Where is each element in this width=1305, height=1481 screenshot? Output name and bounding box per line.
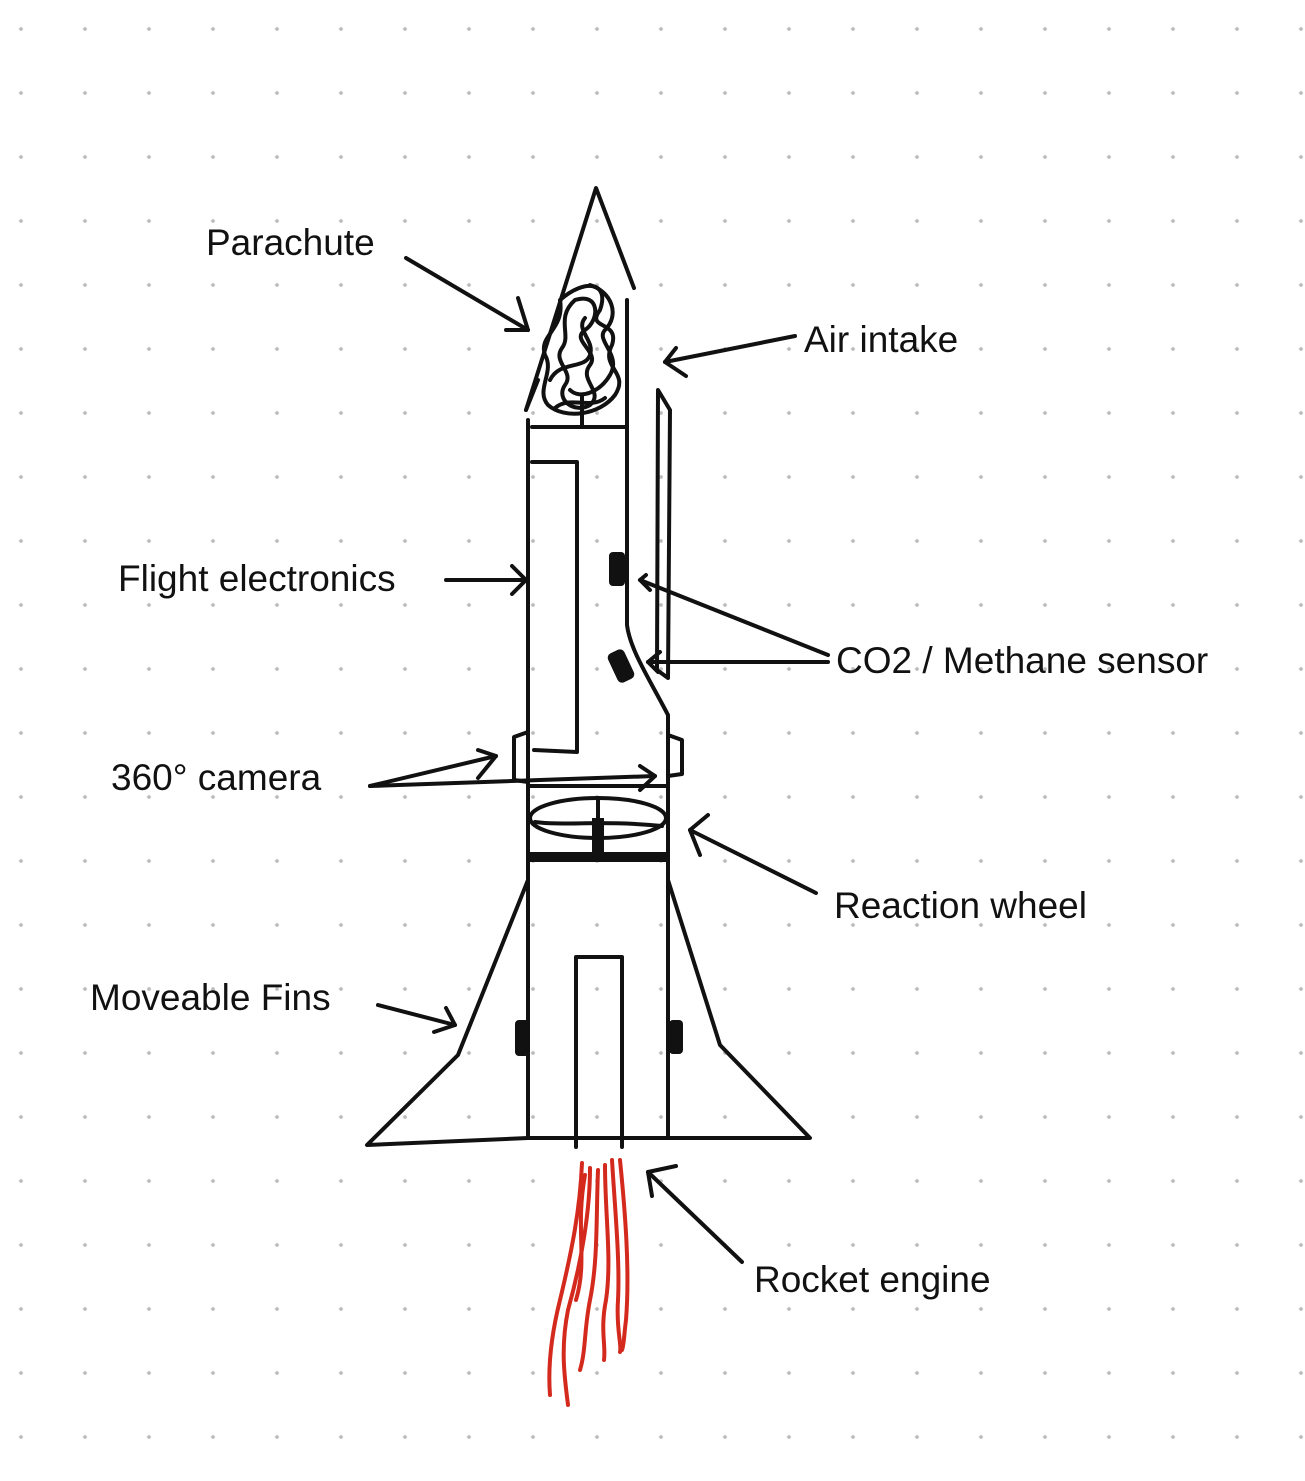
moveable-fins-arrow bbox=[376, 1003, 457, 1034]
air-intake-panel bbox=[655, 388, 672, 680]
label-moveable-fins: Moveable Fins bbox=[90, 977, 331, 1018]
rocket-engine-arrow bbox=[646, 1164, 744, 1264]
flight-electronics-box bbox=[530, 460, 579, 754]
engine-nozzle bbox=[574, 955, 624, 1149]
parachute-scribble bbox=[541, 283, 622, 427]
sensor-arrows bbox=[638, 573, 830, 674]
engine-flame bbox=[547, 1158, 630, 1407]
reaction-wheel-arrow bbox=[688, 813, 818, 895]
label-parachute: Parachute bbox=[206, 222, 375, 263]
reaction-wheel bbox=[528, 796, 668, 862]
moveable-fins bbox=[365, 878, 812, 1147]
parachute-arrow bbox=[404, 256, 530, 332]
camera-arrows bbox=[368, 748, 657, 792]
label-rocket-engine: Rocket engine bbox=[754, 1259, 991, 1300]
flight-electronics-arrow bbox=[444, 564, 528, 596]
label-co2-methane-sensor: CO2 / Methane sensor bbox=[836, 640, 1209, 681]
label-air-intake: Air intake bbox=[804, 319, 959, 360]
label-360-camera: 360° camera bbox=[111, 757, 322, 798]
air-intake-arrow bbox=[663, 334, 797, 378]
label-flight-electronics: Flight electronics bbox=[118, 558, 396, 599]
co2-methane-sensors bbox=[607, 552, 635, 683]
label-reaction-wheel: Reaction wheel bbox=[834, 885, 1087, 926]
